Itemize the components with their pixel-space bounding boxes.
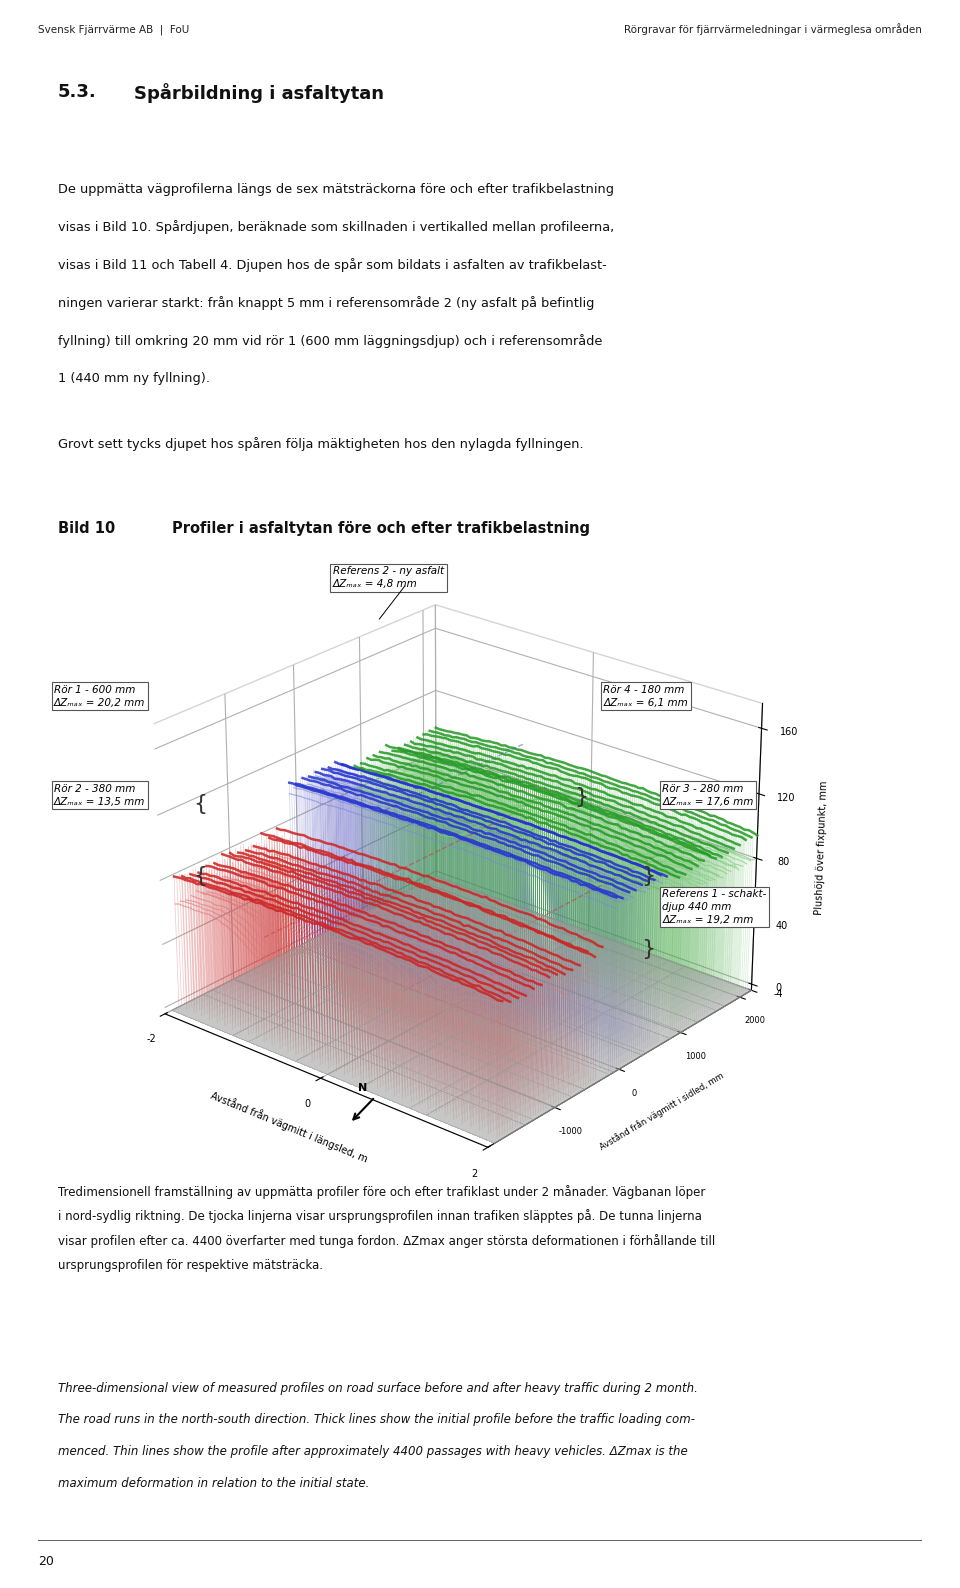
Text: ningen varierar starkt: från knappt 5 mm i referensområde 2 (ny asfalt på befint: ningen varierar starkt: från knappt 5 mm… <box>58 297 594 310</box>
Text: Spårbildning i asfaltytan: Spårbildning i asfaltytan <box>133 83 384 103</box>
Text: maximum deformation in relation to the initial state.: maximum deformation in relation to the i… <box>58 1477 369 1490</box>
Text: Referens 1 - schakt-
djup 440 mm
ΔZₘₐₓ = 19,2 mm: Referens 1 - schakt- djup 440 mm ΔZₘₐₓ =… <box>662 889 767 924</box>
Text: {: { <box>194 794 207 813</box>
Text: Three-dimensional view of measured profiles on road surface before and after hea: Three-dimensional view of measured profi… <box>58 1382 698 1394</box>
Text: }: } <box>641 865 656 886</box>
Text: 1 (440 mm ny fyllning).: 1 (440 mm ny fyllning). <box>58 372 209 384</box>
Text: {: { <box>194 865 207 886</box>
Text: Rörgravar för fjärrvärmeledningar i värmeglesa områden: Rörgravar för fjärrvärmeledningar i värm… <box>624 22 922 35</box>
Text: Rör 1 - 600 mm
ΔZₘₐₓ = 20,2 mm: Rör 1 - 600 mm ΔZₘₐₓ = 20,2 mm <box>54 684 146 708</box>
Text: fyllning) till omkring 20 mm vid rör 1 (600 mm läggningsdjup) och i referensområ: fyllning) till omkring 20 mm vid rör 1 (… <box>58 333 602 348</box>
Text: Rör 2 - 380 mm
ΔZₘₐₓ = 13,5 mm: Rör 2 - 380 mm ΔZₘₐₓ = 13,5 mm <box>54 784 146 807</box>
Text: Grovt sett tycks djupet hos spåren följa mäktigheten hos den nylagda fyllningen.: Grovt sett tycks djupet hos spåren följa… <box>58 437 584 451</box>
Text: Bild 10: Bild 10 <box>58 521 115 535</box>
Text: Rör 4 - 180 mm
ΔZₘₐₓ = 6,1 mm: Rör 4 - 180 mm ΔZₘₐₓ = 6,1 mm <box>603 684 688 708</box>
Text: Svensk Fjärrvärme AB  |  FoU: Svensk Fjärrvärme AB | FoU <box>38 24 190 35</box>
Text: N: N <box>358 1083 367 1094</box>
Text: Rör 3 - 280 mm
ΔZₘₐₓ = 17,6 mm: Rör 3 - 280 mm ΔZₘₐₓ = 17,6 mm <box>662 784 754 807</box>
Text: i nord-sydlig riktning. De tjocka linjerna visar ursprungsprofilen innan trafike: i nord-sydlig riktning. De tjocka linjer… <box>58 1210 702 1223</box>
Text: The road runs in the north-south direction. Thick lines show the initial profile: The road runs in the north-south directi… <box>58 1413 695 1426</box>
Text: De uppmätta vägprofilerna längs de sex mätsträckorna före och efter trafikbelast: De uppmätta vägprofilerna längs de sex m… <box>58 183 613 195</box>
Text: }: } <box>641 939 656 959</box>
Text: }: } <box>574 788 588 807</box>
Text: visas i Bild 11 och Tabell 4. Djupen hos de spår som bildats i asfalten av trafi: visas i Bild 11 och Tabell 4. Djupen hos… <box>58 259 607 272</box>
Text: 5.3.: 5.3. <box>58 83 96 100</box>
Text: Profiler i asfaltytan före och efter trafikbelastning: Profiler i asfaltytan före och efter tra… <box>172 521 589 535</box>
Text: menced. Thin lines show the profile after approximately 4400 passages with heavy: menced. Thin lines show the profile afte… <box>58 1445 687 1458</box>
Text: visas i Bild 10. Spårdjupen, beräknade som skillnaden i vertikalled mellan profi: visas i Bild 10. Spårdjupen, beräknade s… <box>58 221 613 235</box>
Text: ursprungsprofilen för respektive mätsträcka.: ursprungsprofilen för respektive mätsträ… <box>58 1259 323 1272</box>
Text: Referens 2 - ny asfalt
ΔZₘₐₓ = 4,8 mm: Referens 2 - ny asfalt ΔZₘₐₓ = 4,8 mm <box>333 567 444 589</box>
Text: visar profilen efter ca. 4400 överfarter med tunga fordon. ΔZmax anger största d: visar profilen efter ca. 4400 överfarter… <box>58 1234 715 1248</box>
Y-axis label: Avstånd från vägmitt i sidled, mm: Avstånd från vägmitt i sidled, mm <box>598 1070 726 1151</box>
Text: Tredimensionell framställning av uppmätta profiler före och efter trafiklast und: Tredimensionell framställning av uppmätt… <box>58 1185 705 1199</box>
X-axis label: Avstånd från vägmitt i längsled, m: Avstånd från vägmitt i längsled, m <box>209 1089 370 1166</box>
Text: 20: 20 <box>38 1555 55 1569</box>
